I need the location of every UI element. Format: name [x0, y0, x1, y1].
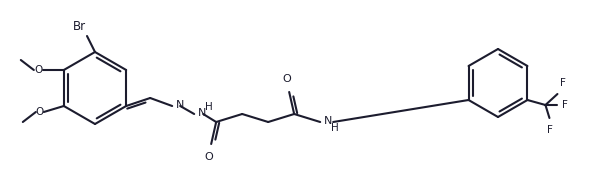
- Text: F: F: [560, 78, 566, 88]
- Text: O: O: [35, 65, 43, 75]
- Text: F: F: [547, 125, 553, 135]
- Text: F: F: [563, 100, 568, 110]
- Text: N: N: [324, 116, 332, 126]
- Text: Br: Br: [72, 20, 86, 33]
- Text: O: O: [283, 74, 292, 84]
- Text: N: N: [176, 100, 185, 110]
- Text: H: H: [331, 123, 339, 133]
- Text: H: H: [205, 102, 213, 112]
- Text: N: N: [198, 108, 206, 118]
- Text: O: O: [36, 107, 44, 117]
- Text: O: O: [205, 152, 213, 162]
